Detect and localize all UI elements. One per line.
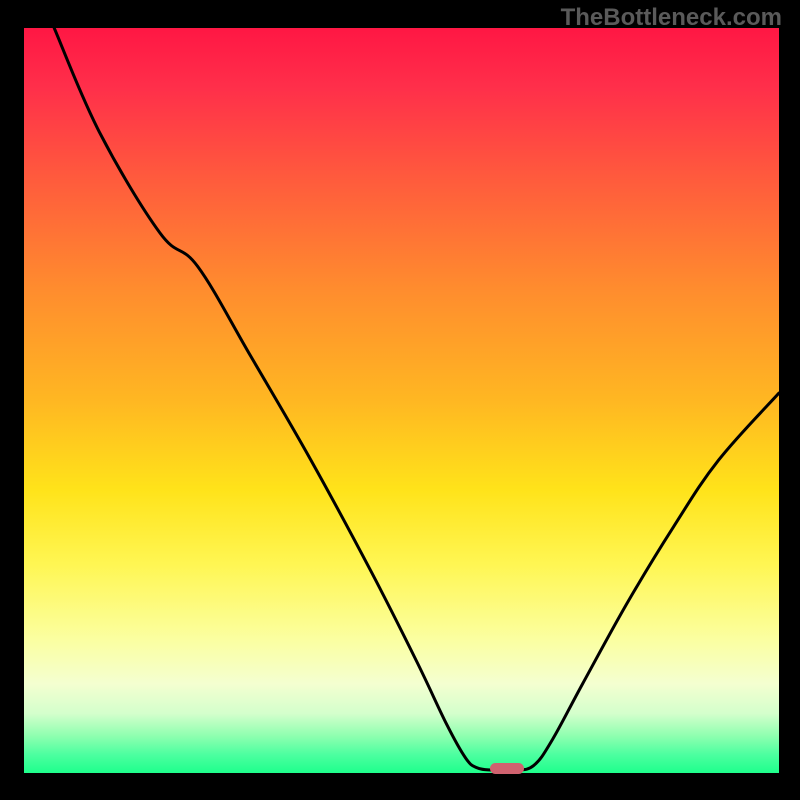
plot-area [24,28,779,773]
curve-svg [24,28,779,773]
optimal-marker [490,763,524,775]
watermark-text: TheBottleneck.com [561,4,782,32]
bottleneck-chart: TheBottleneck.com [0,0,800,800]
bottleneck-curve [54,28,779,770]
